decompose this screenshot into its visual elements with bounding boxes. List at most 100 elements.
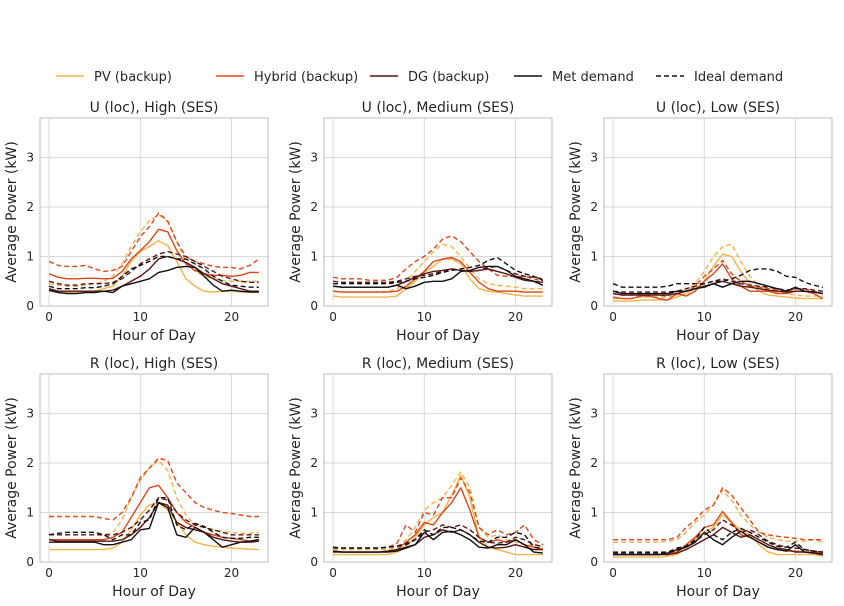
y-tick-label: 3: [26, 407, 34, 421]
y-axis-label: Average Power (kW): [568, 141, 584, 283]
series-line: [332, 234, 544, 282]
x-tick-label: 0: [45, 310, 53, 324]
x-axis-label: Hour of Day: [676, 584, 760, 600]
y-tick-label: 1: [310, 506, 318, 520]
plot-frame: [323, 117, 553, 307]
x-axis-label: Hour of Day: [112, 584, 196, 600]
series-line: [613, 489, 824, 543]
series-line: [613, 526, 823, 554]
x-tick-label: 20: [508, 566, 523, 580]
y-tick-label: 1: [590, 506, 598, 520]
y-tick-label: 3: [310, 407, 318, 421]
series-line: [333, 265, 544, 290]
series-line: [613, 487, 823, 541]
series-line: [613, 519, 823, 553]
plot-frame: [603, 373, 833, 563]
subplot: 0 1 2 3 0 10 20 U (loc), Medium (SES) Hour of Da…: [288, 100, 553, 344]
y-tick-label: 2: [26, 200, 34, 214]
y-tick-label: 2: [590, 456, 598, 470]
series-line: [612, 268, 824, 288]
x-tick-label: 0: [609, 566, 617, 580]
legend-label: PV (backup): [94, 70, 172, 85]
series-line: [612, 263, 824, 301]
legend-item: DG (backup): [370, 70, 489, 85]
y-tick-label: 1: [26, 506, 34, 520]
series-line: [48, 265, 259, 295]
legend-item: PV (backup): [56, 70, 172, 85]
x-axis-label: Hour of Day: [396, 584, 480, 600]
plot-frame: [603, 117, 833, 307]
y-tick-label: 0: [590, 299, 598, 313]
x-tick-label: 20: [788, 310, 803, 324]
y-tick-label: 1: [310, 250, 318, 264]
series-line: [612, 259, 824, 297]
series-line: [48, 228, 259, 280]
y-tick-label: 3: [590, 407, 598, 421]
y-tick-label: 1: [26, 250, 34, 264]
y-tick-label: 1: [590, 250, 598, 264]
x-axis-label: Hour of Day: [396, 328, 480, 344]
series-line: [49, 457, 259, 521]
y-tick-label: 0: [310, 555, 318, 569]
series-line: [49, 501, 260, 548]
series-line: [333, 256, 544, 285]
legend-label: DG (backup): [408, 70, 489, 85]
x-tick-label: 10: [417, 566, 432, 580]
y-tick-label: 0: [26, 299, 34, 313]
series-line: [613, 243, 823, 300]
y-tick-label: 3: [590, 151, 598, 165]
series-line: [48, 212, 260, 273]
series-line: [48, 213, 259, 287]
series-line: [613, 253, 823, 302]
series-line: [613, 530, 824, 556]
x-tick-label: 20: [224, 566, 239, 580]
legend-label: Met demand: [552, 70, 634, 85]
x-tick-label: 10: [697, 310, 712, 324]
y-axis-label: Average Power (kW): [4, 397, 20, 539]
legend-label: Ideal demand: [694, 70, 783, 85]
subplot-title: R (loc), Medium (SES): [362, 356, 514, 372]
y-tick-label: 2: [26, 456, 34, 470]
subplot: 0 1 2 3 0 10 20 R (loc), Medium (SES) Hour of Da…: [288, 356, 553, 600]
legend-item: Hybrid (backup): [216, 70, 358, 85]
subplot: 0 1 2 3 0 10 20 R (loc), High (SES) Hour of Day A…: [4, 356, 269, 600]
series-line: [333, 474, 543, 556]
x-tick-label: 0: [45, 566, 53, 580]
y-axis-label: Average Power (kW): [288, 141, 304, 283]
legend-item: Ideal demand: [656, 70, 783, 85]
subplot: 0 1 2 3 0 10 20 U (loc), High (SES) Hour of Day A…: [4, 100, 269, 344]
x-axis-label: Hour of Day: [112, 328, 196, 344]
legend-label: Hybrid (backup): [254, 70, 358, 85]
x-tick-label: 10: [133, 310, 148, 324]
x-tick-label: 20: [224, 310, 239, 324]
x-tick-label: 0: [609, 310, 617, 324]
series-line: [49, 459, 259, 536]
y-tick-label: 0: [26, 555, 34, 569]
x-tick-label: 20: [788, 566, 803, 580]
series-line: [612, 280, 824, 295]
y-tick-label: 0: [590, 555, 598, 569]
series-line: [613, 526, 824, 556]
series-line: [333, 268, 543, 288]
y-tick-label: 2: [310, 200, 318, 214]
subplot-title: U (loc), Low (SES): [656, 100, 780, 116]
series-line: [333, 258, 543, 298]
x-tick-label: 20: [508, 310, 523, 324]
series-line: [333, 471, 544, 551]
subplot-title: R (loc), High (SES): [90, 356, 218, 372]
series-line: [49, 497, 259, 536]
subplot-title: R (loc), Low (SES): [656, 356, 780, 372]
plot-frame: [323, 373, 553, 563]
y-axis-label: Average Power (kW): [288, 397, 304, 539]
x-tick-label: 10: [417, 310, 432, 324]
y-axis-label: Average Power (kW): [568, 397, 584, 539]
x-tick-label: 10: [133, 566, 148, 580]
series-line: [333, 256, 543, 293]
series-line: [612, 280, 824, 296]
y-tick-label: 3: [26, 151, 34, 165]
legend: PV (backup) Hybrid (backup) DG (backup) Met…: [56, 70, 783, 85]
series-line: [333, 526, 543, 549]
subplot-title: U (loc), High (SES): [90, 100, 219, 116]
